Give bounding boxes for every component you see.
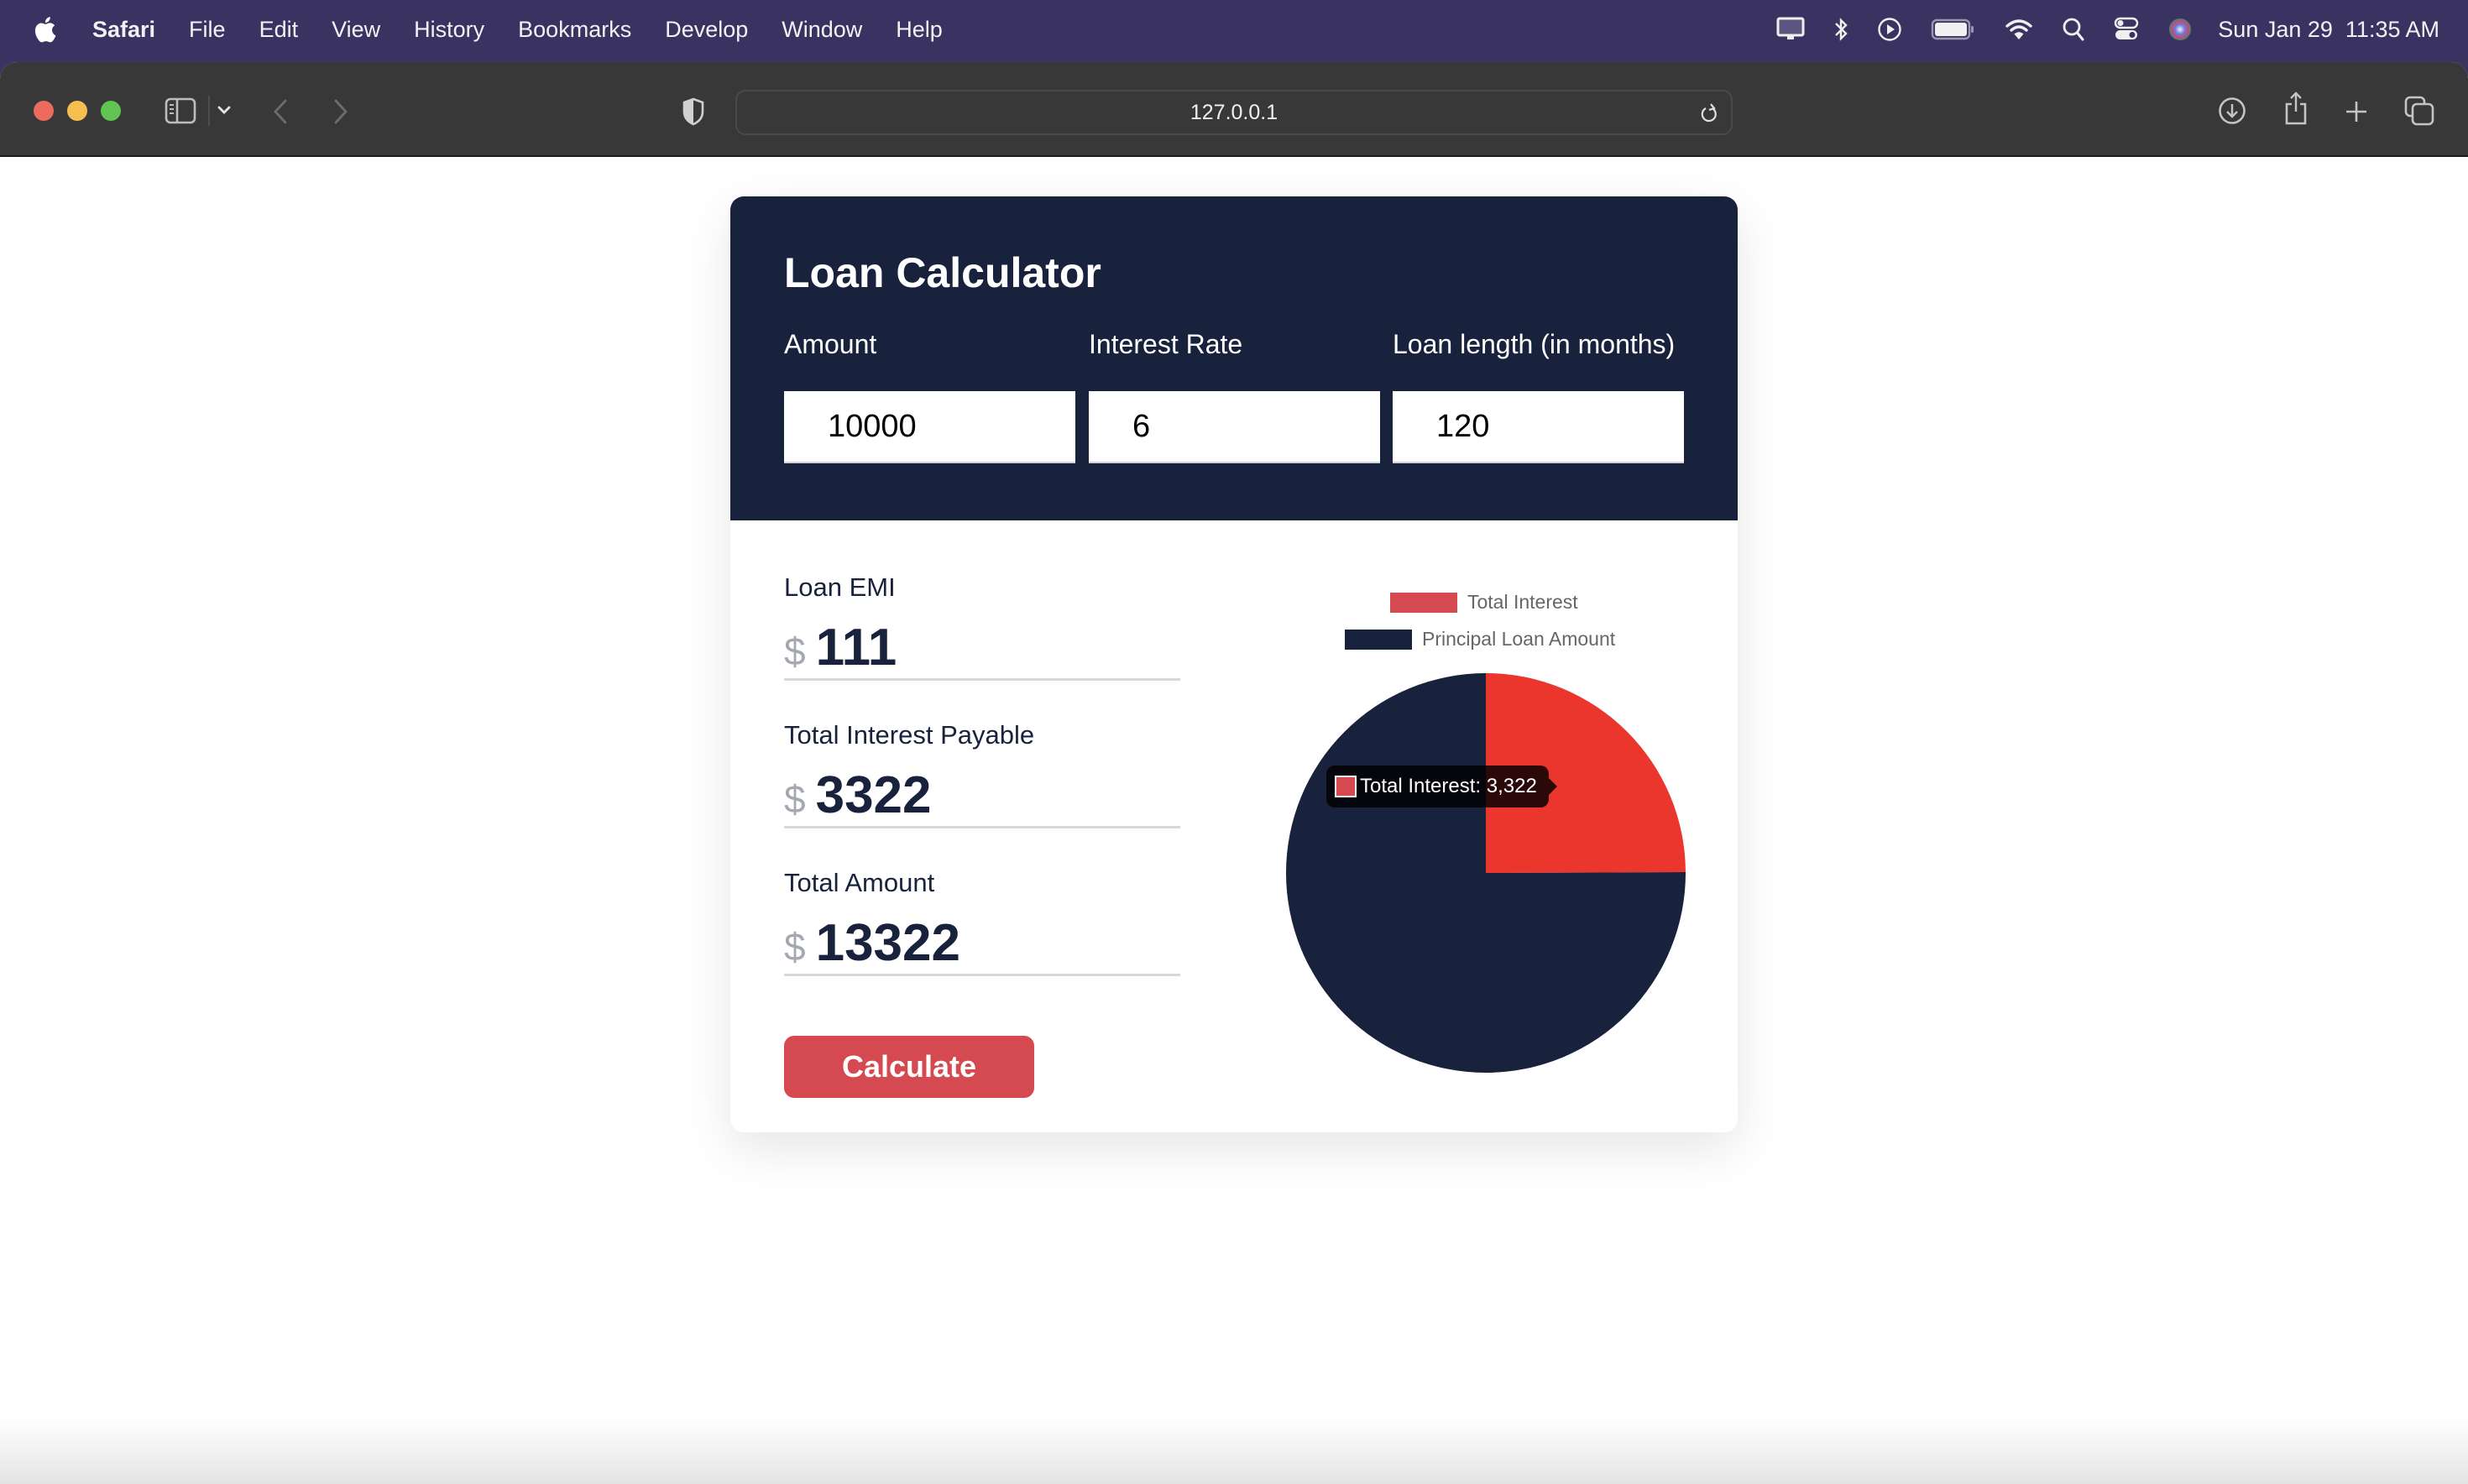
currency-symbol: $ xyxy=(784,777,806,821)
pie-slice-total-interest[interactable] xyxy=(1486,673,1686,873)
back-icon[interactable] xyxy=(272,99,289,124)
share-icon[interactable] xyxy=(2283,91,2309,126)
tab-overview-icon[interactable] xyxy=(2404,96,2434,126)
address-bar[interactable]: 127.0.0.1 xyxy=(735,90,1733,135)
loan-emi-result: Loan EMI $ 111 xyxy=(784,572,1180,677)
page-title: Loan Calculator xyxy=(784,249,1101,296)
menu-develop[interactable]: Develop xyxy=(665,16,749,42)
menu-window[interactable]: Window xyxy=(782,16,863,42)
loan-calculator-card: Loan Calculator Amount Interest Rate Loa… xyxy=(730,196,1738,1132)
loan-emi-value: 111 xyxy=(815,619,897,677)
apple-menu-icon[interactable] xyxy=(32,15,57,44)
amount-input[interactable] xyxy=(784,391,1075,463)
tooltip-swatch xyxy=(1335,776,1357,797)
menubar-clock[interactable]: Sun Jan 29 11:35 AM xyxy=(2218,17,2439,43)
window-bottom-shade xyxy=(0,1417,2468,1484)
now-playing-icon[interactable] xyxy=(1877,13,1902,46)
menu-app-safari[interactable]: Safari xyxy=(92,16,156,42)
sidebar-toggle-icon[interactable] xyxy=(165,97,196,124)
divider xyxy=(784,826,1180,828)
browser-toolbar: 127.0.0.1 xyxy=(0,62,2468,157)
total-interest-value: 3322 xyxy=(815,766,932,824)
divider xyxy=(784,974,1180,976)
currency-symbol: $ xyxy=(784,925,806,969)
legend-item-principal[interactable]: Principal Loan Amount xyxy=(1345,628,1615,651)
menu-file[interactable]: File xyxy=(189,16,226,42)
url-text: 127.0.0.1 xyxy=(1190,100,1278,124)
menu-help[interactable]: Help xyxy=(896,16,943,42)
calculator-header: Loan Calculator Amount Interest Rate Loa… xyxy=(730,196,1738,520)
control-center-icon[interactable] xyxy=(2114,13,2139,46)
menu-view[interactable]: View xyxy=(332,16,381,42)
fullscreen-window-button[interactable] xyxy=(101,101,121,121)
bluetooth-icon[interactable] xyxy=(1833,13,1848,46)
browser-window: 127.0.0.1 Loan Calculator Amount Interes… xyxy=(0,62,2468,1484)
calculate-button[interactable]: Calculate xyxy=(784,1036,1034,1098)
wifi-icon[interactable] xyxy=(2005,13,2033,46)
amount-label: Amount xyxy=(784,329,877,359)
total-amount-value: 13322 xyxy=(815,914,961,972)
legend-swatch-red xyxy=(1390,592,1457,613)
forward-icon[interactable] xyxy=(332,99,349,124)
legend-swatch-navy xyxy=(1345,629,1412,650)
legend-item-total-interest[interactable]: Total Interest xyxy=(1390,591,1578,614)
total-amount-result: Total Amount $ 13322 xyxy=(784,868,1180,973)
close-window-button[interactable] xyxy=(34,101,54,121)
privacy-shield-icon[interactable] xyxy=(682,97,705,126)
display-icon[interactable] xyxy=(1776,13,1805,46)
spotlight-icon[interactable] xyxy=(2062,13,2085,46)
clock-date: Sun Jan 29 xyxy=(2218,16,2333,42)
battery-icon[interactable] xyxy=(1931,13,1976,46)
total-interest-label: Total Interest Payable xyxy=(784,720,1035,750)
legend-label: Total Interest xyxy=(1467,591,1578,613)
clock-time: 11:35 AM xyxy=(2345,16,2439,42)
interest-rate-label: Interest Rate xyxy=(1089,329,1243,359)
interest-rate-input[interactable] xyxy=(1089,391,1380,463)
reload-icon[interactable] xyxy=(1699,102,1719,129)
toolbar-divider xyxy=(208,96,210,126)
tooltip-text: Total Interest: 3,322 xyxy=(1360,775,1537,797)
divider xyxy=(784,678,1180,681)
siri-icon[interactable] xyxy=(2167,13,2193,46)
pie-chart[interactable] xyxy=(1278,665,1694,1081)
menu-bar: Safari File Edit View History Bookmarks … xyxy=(0,0,2468,59)
downloads-icon[interactable] xyxy=(2218,97,2246,125)
loan-emi-label: Loan EMI xyxy=(784,572,896,602)
menu-bookmarks[interactable]: Bookmarks xyxy=(518,16,632,42)
total-interest-result: Total Interest Payable $ 3322 xyxy=(784,720,1180,825)
menu-edit[interactable]: Edit xyxy=(259,16,299,42)
minimize-window-button[interactable] xyxy=(67,101,87,121)
total-amount-label: Total Amount xyxy=(784,868,935,897)
currency-symbol: $ xyxy=(784,630,806,673)
chevron-down-icon[interactable] xyxy=(217,104,232,116)
menu-history[interactable]: History xyxy=(414,16,485,42)
loan-length-label: Loan length (in months) xyxy=(1393,329,1676,359)
chart-tooltip: Total Interest: 3,322 xyxy=(1326,766,1557,807)
page-content: Loan Calculator Amount Interest Rate Loa… xyxy=(0,157,2468,1484)
legend-label: Principal Loan Amount xyxy=(1422,628,1616,650)
new-tab-icon[interactable] xyxy=(2344,99,2369,124)
loan-length-input[interactable] xyxy=(1393,391,1684,463)
